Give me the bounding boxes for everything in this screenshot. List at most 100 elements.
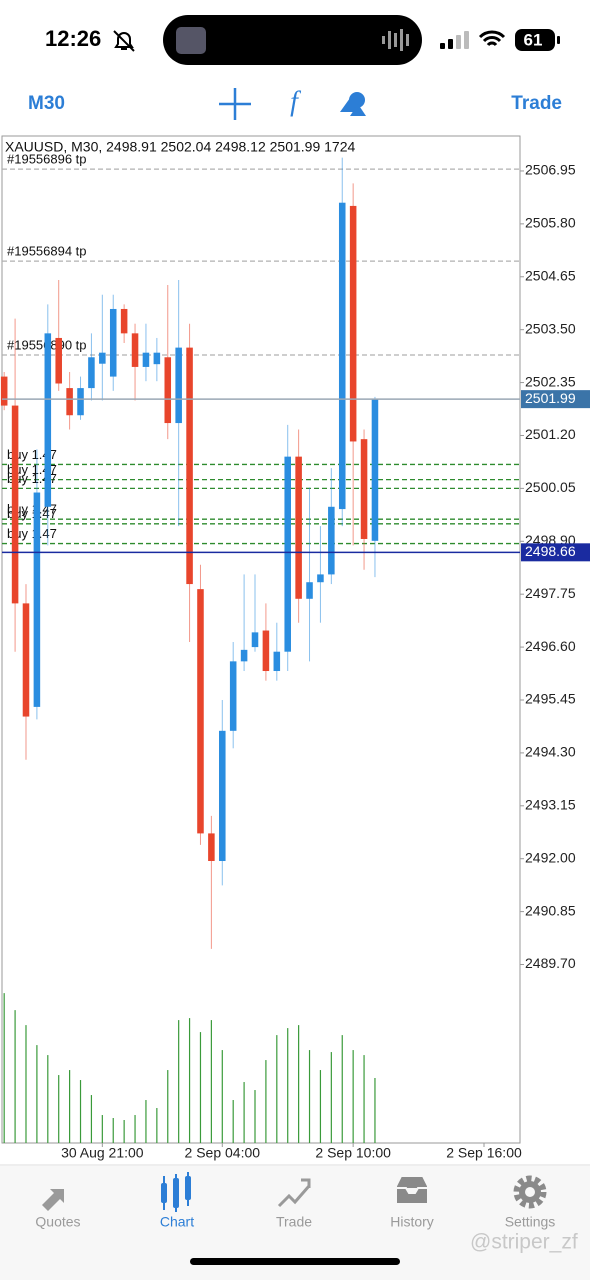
tab-labels: Quotes Chart Trade History Settings xyxy=(35,1214,555,1230)
y-tick-label: 2496.60 xyxy=(525,638,576,654)
candle-body xyxy=(208,833,215,862)
clock: 12:26 xyxy=(45,26,101,51)
candle-body xyxy=(186,347,193,585)
crosshair-button[interactable] xyxy=(219,88,251,120)
candle-body xyxy=(153,352,161,365)
order-label: buy 1.47 xyxy=(7,502,57,517)
tab-label[interactable]: Settings xyxy=(505,1214,556,1230)
x-tick-label: 30 Aug 21:00 xyxy=(61,1145,144,1161)
y-tick-label: 2502.35 xyxy=(525,373,576,389)
candle-body xyxy=(360,439,368,539)
candle-body xyxy=(44,333,52,507)
chart-frame xyxy=(1,135,521,1144)
chart: 2506.952505.802504.652503.502502.352501.… xyxy=(0,152,590,1161)
battery-cap xyxy=(557,36,560,44)
y-tick-label: 2490.85 xyxy=(525,902,576,918)
candle-body xyxy=(371,399,379,541)
price-tag xyxy=(521,390,590,409)
y-tick-label: 2494.30 xyxy=(525,744,576,760)
order-label: #19556894 tp xyxy=(7,244,87,259)
candle-body xyxy=(306,582,313,599)
price-tag xyxy=(521,543,590,562)
candle-body xyxy=(328,506,335,575)
candle-body xyxy=(120,308,128,334)
y-tick-label: 2505.80 xyxy=(525,215,576,231)
y-tick-label: 2489.70 xyxy=(525,955,576,971)
indicators-button[interactable]: f xyxy=(290,86,301,117)
timeframe-button[interactable]: M30 xyxy=(28,93,65,114)
watermark: @striper_zf xyxy=(470,1231,578,1254)
candle-body xyxy=(77,388,84,416)
y-tick-label: 2493.15 xyxy=(525,797,576,813)
order-label: buy 1.47 xyxy=(7,462,57,477)
y-tick-label: 2500.05 xyxy=(525,479,576,495)
tab-icons xyxy=(42,1172,547,1212)
candle-body xyxy=(11,405,19,604)
order-label: buy 1.47 xyxy=(7,506,57,521)
home-indicator xyxy=(190,1258,400,1265)
quotes-icon[interactable] xyxy=(42,1189,64,1211)
trade-icon[interactable] xyxy=(277,1178,311,1208)
objects-button[interactable] xyxy=(340,92,366,116)
dynamic-island xyxy=(163,15,422,65)
y-tick-label: 2501.20 xyxy=(525,426,576,442)
y-tick-label: 2492.00 xyxy=(525,849,576,865)
price-tag-label: 2498.66 xyxy=(525,543,576,559)
mute-icon xyxy=(113,30,135,52)
x-tick-label: 2 Sep 10:00 xyxy=(315,1145,391,1161)
y-tick-label: 2497.75 xyxy=(525,585,576,601)
order-label: #19556896 tp xyxy=(7,152,87,167)
price-tag-label: 2501.99 xyxy=(525,390,576,406)
candle-body xyxy=(251,632,259,648)
candle-body xyxy=(295,456,302,599)
candle-body xyxy=(55,337,62,384)
toolbar: M30 f Trade xyxy=(28,86,562,120)
candle-body xyxy=(0,376,8,406)
signal-icon xyxy=(440,31,469,49)
candle-body xyxy=(219,730,226,862)
y-tick-label: 2495.45 xyxy=(525,691,576,707)
candle-body xyxy=(33,492,41,707)
order-label: buy 1.47 xyxy=(7,526,57,541)
y-tick-label: 2504.65 xyxy=(525,267,576,283)
candle-body xyxy=(131,333,139,367)
battery xyxy=(515,29,555,51)
tab-label[interactable]: History xyxy=(390,1214,434,1230)
candle-body xyxy=(338,202,346,510)
order-label: buy 1.47 xyxy=(7,447,57,462)
waveform xyxy=(382,29,409,51)
battery-level: 61 xyxy=(524,30,543,49)
candle-body xyxy=(88,357,95,389)
wifi-icon xyxy=(478,30,506,47)
y-tick-label: 2503.50 xyxy=(525,320,576,336)
tab-label[interactable]: Quotes xyxy=(35,1214,80,1230)
candle-body xyxy=(229,661,237,731)
album-art xyxy=(176,27,206,54)
history-icon[interactable] xyxy=(395,1175,429,1205)
candle-body xyxy=(109,308,117,377)
order-label: buy 1.47 xyxy=(7,471,57,486)
candle-body xyxy=(99,352,106,364)
candle-body xyxy=(197,589,204,834)
tab-label[interactable]: Trade xyxy=(276,1214,312,1230)
candle-body xyxy=(66,388,73,416)
status-bar: 12:26 61 xyxy=(45,15,560,65)
tab-label[interactable]: Chart xyxy=(160,1214,194,1230)
candle-body xyxy=(142,352,150,367)
candle-body xyxy=(284,456,291,652)
candle-body xyxy=(240,649,248,662)
chart-header: XAUUSD, M30, 2498.91 2502.04 2498.12 250… xyxy=(5,139,355,155)
candle-body xyxy=(22,603,30,717)
chart-icon[interactable] xyxy=(161,1172,191,1212)
trade-button[interactable]: Trade xyxy=(511,93,562,114)
candle-body xyxy=(273,651,281,672)
candle-body xyxy=(317,574,324,583)
candle-body xyxy=(175,347,182,424)
settings-icon[interactable] xyxy=(513,1175,547,1209)
y-tick-label: 2506.95 xyxy=(525,162,576,178)
x-tick-label: 2 Sep 04:00 xyxy=(185,1145,261,1161)
x-tick-label: 2 Sep 16:00 xyxy=(446,1145,522,1161)
candle-body xyxy=(164,357,172,424)
candle-body xyxy=(349,205,357,442)
